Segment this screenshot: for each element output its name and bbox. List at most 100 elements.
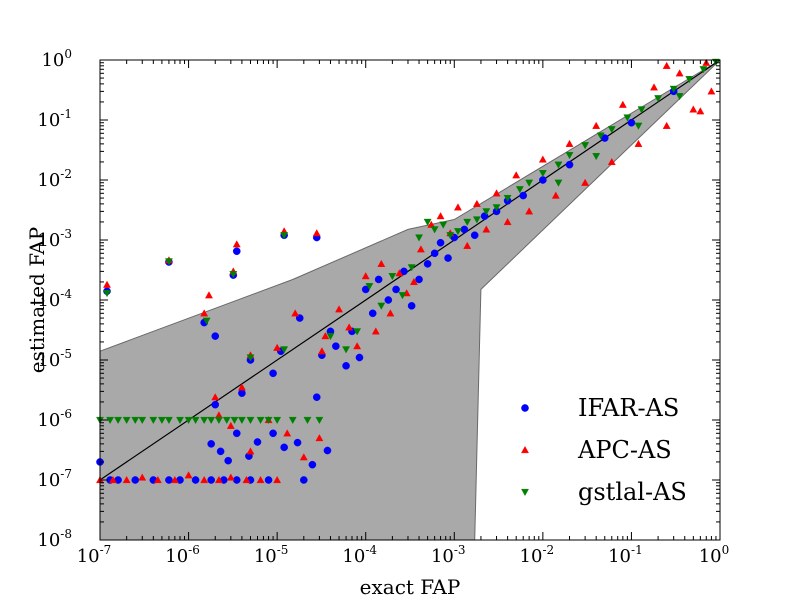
data-point [525, 207, 534, 215]
legend-item: APC-AS [521, 436, 672, 464]
data-point [444, 254, 452, 262]
data-points [96, 58, 720, 484]
data-point [224, 456, 232, 465]
data-point [463, 218, 472, 226]
data-point [131, 476, 140, 484]
y-tick-label: 10-6 [37, 407, 72, 431]
data-point [222, 416, 231, 425]
data-point [299, 453, 308, 461]
series-ifar-as [96, 87, 678, 484]
data-point [153, 475, 162, 484]
data-point [184, 471, 193, 479]
data-point [596, 132, 605, 140]
data-point [374, 275, 383, 284]
series-gstlal-as [96, 58, 720, 425]
x-tick-label: 10-3 [431, 543, 466, 567]
data-point [353, 342, 362, 350]
data-point [407, 264, 416, 272]
x-tick-label: 10-4 [342, 543, 377, 567]
data-point [230, 416, 239, 425]
data-point [106, 416, 115, 425]
data-point [395, 269, 404, 277]
data-point [650, 83, 658, 91]
data-point [149, 416, 158, 425]
data-point [191, 416, 200, 425]
data-point [205, 291, 213, 299]
data-point [342, 346, 351, 354]
data-point [398, 292, 407, 300]
x-tick-label: 10-1 [608, 543, 643, 567]
data-point [114, 416, 123, 425]
data-point [242, 475, 251, 484]
y-tick-label: 10-1 [37, 107, 72, 131]
data-point [138, 416, 147, 425]
data-point [226, 473, 235, 481]
data-point [253, 438, 262, 446]
data-point [138, 473, 147, 481]
data-point [207, 416, 216, 425]
data-point [515, 186, 524, 194]
data-point [164, 416, 173, 425]
data-point [436, 212, 445, 220]
data-point [214, 416, 223, 425]
data-point [525, 179, 534, 187]
data-point [164, 258, 173, 266]
data-point [662, 121, 671, 129]
legend-item: gstlal-AS [521, 478, 687, 506]
x-tick-label: 100 [699, 543, 730, 567]
x-axis-label: exact FAP [360, 575, 461, 599]
data-point [430, 249, 439, 258]
data-point [623, 114, 632, 122]
data-point [293, 438, 302, 447]
data-point [634, 139, 643, 147]
data-point [264, 476, 273, 484]
data-point [229, 271, 238, 279]
data-point [627, 118, 636, 127]
reference-line [99, 59, 721, 481]
data-point [519, 191, 528, 200]
data-point [503, 217, 512, 226]
data-point [392, 285, 400, 294]
x-axis: 10-7 10-6 10-5 10-4 10-3 10-2 10-1 100 [77, 60, 730, 567]
data-point [637, 106, 646, 114]
data-point [216, 447, 225, 456]
data-point [184, 416, 193, 425]
y-axis: 10-8 10-7 10-6 10-5 10-4 10-3 10-2 10-1 100 [37, 47, 720, 551]
data-point [200, 416, 209, 425]
data-point [269, 429, 277, 438]
data-point [246, 354, 255, 362]
data-point [176, 416, 184, 425]
data-point [415, 234, 423, 242]
data-point [368, 309, 377, 318]
data-point [463, 241, 472, 249]
data-point [288, 416, 297, 425]
data-point [191, 476, 200, 484]
data-point [377, 259, 386, 267]
data-point [315, 416, 324, 425]
data-point [280, 232, 289, 240]
data-point [416, 245, 425, 253]
data-point [454, 203, 462, 211]
data-point [592, 121, 601, 129]
plot-area [96, 58, 721, 541]
data-point [388, 273, 397, 281]
data-point [312, 229, 321, 237]
data-point [237, 383, 246, 391]
data-point [407, 302, 416, 310]
data-point [269, 369, 277, 378]
data-point [165, 476, 173, 484]
data-point [264, 416, 273, 425]
data-point [202, 317, 211, 325]
x-tick-label: 10-6 [165, 543, 200, 567]
data-point [317, 347, 326, 355]
data-point [226, 421, 235, 429]
data-point [214, 475, 223, 484]
data-point [482, 225, 491, 233]
data-point [300, 476, 308, 484]
data-point [470, 231, 479, 240]
y-tick-label: 10-7 [37, 467, 72, 491]
data-point [238, 389, 246, 397]
data-point [512, 171, 521, 179]
data-point [273, 343, 282, 351]
data-point [321, 332, 330, 340]
